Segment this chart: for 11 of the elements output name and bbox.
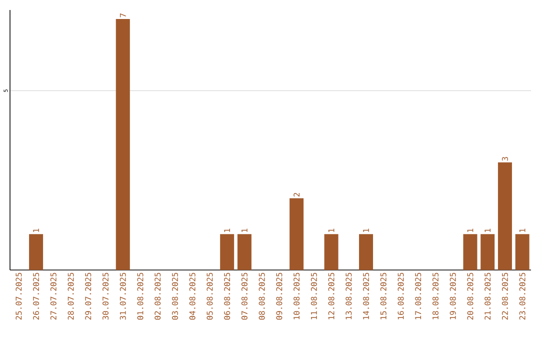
bar [220, 234, 234, 270]
bar [116, 18, 130, 270]
bar [290, 198, 304, 270]
bar [498, 162, 512, 270]
bar [359, 234, 374, 270]
bar [515, 234, 530, 270]
bar [237, 234, 252, 270]
bar [480, 234, 495, 270]
bar [29, 234, 44, 270]
bar [463, 234, 478, 270]
bar [324, 234, 338, 270]
